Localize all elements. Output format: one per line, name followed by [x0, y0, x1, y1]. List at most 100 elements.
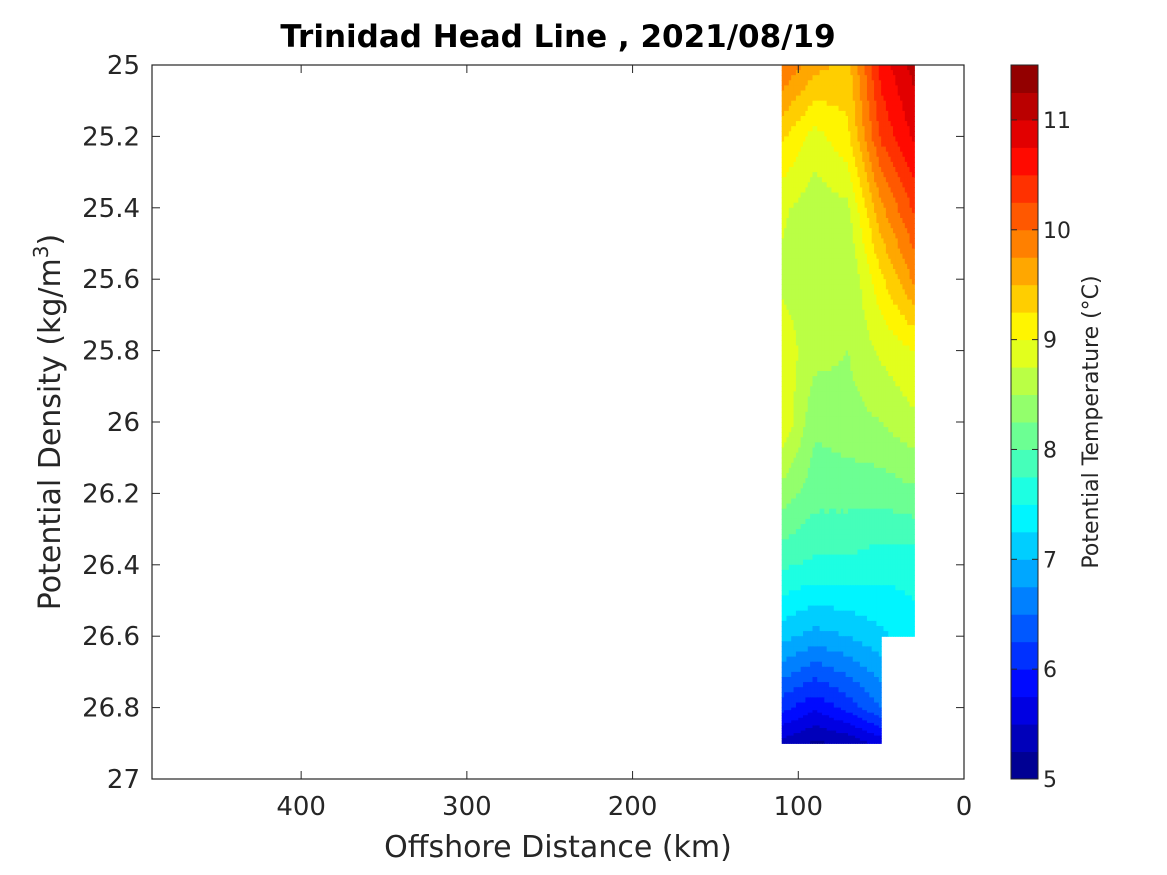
contour-cell	[786, 513, 790, 520]
contour-cell	[845, 110, 849, 117]
contour-cell	[784, 483, 788, 489]
contour-cell	[845, 473, 849, 479]
contour-cell	[800, 396, 804, 403]
contour-cell	[814, 498, 818, 505]
contour-cell	[864, 187, 868, 194]
contour-cell	[812, 371, 816, 377]
contour-cell	[845, 498, 849, 505]
contour-cell	[795, 406, 799, 413]
contour-cell	[795, 223, 799, 229]
contour-cell	[904, 467, 908, 474]
contour-cell	[812, 549, 816, 556]
contour-cell	[819, 473, 823, 479]
contour-cell	[793, 513, 797, 520]
contour-cell	[907, 284, 911, 290]
contour-cell	[803, 85, 806, 92]
contour-cell	[784, 518, 788, 525]
contour-cell	[784, 223, 788, 229]
contour-cell	[850, 483, 854, 489]
contour-cell	[821, 238, 825, 245]
contour-cell	[831, 304, 835, 311]
contour-cell	[838, 192, 842, 199]
contour-cell	[791, 452, 795, 459]
contour-cell	[911, 233, 915, 239]
contour-cell	[843, 212, 847, 219]
contour-cell	[843, 65, 847, 71]
contour-cell	[812, 141, 816, 148]
contour-cell	[855, 238, 859, 245]
contour-cell	[826, 105, 830, 112]
contour-cell	[817, 258, 821, 265]
contour-cell	[902, 182, 906, 188]
contour-cell	[866, 233, 870, 239]
contour-cell	[784, 330, 788, 336]
contour-cell	[786, 320, 790, 326]
contour-cell	[807, 80, 811, 86]
contour-cell	[897, 223, 901, 229]
contour-cell	[831, 432, 835, 438]
contour-cell	[836, 330, 840, 336]
contour-cell	[840, 371, 844, 377]
contour-cell	[819, 314, 823, 321]
contour-cell	[869, 269, 873, 275]
contour-cell	[793, 524, 797, 530]
contour-cell	[784, 406, 788, 413]
contour-cell	[907, 207, 911, 214]
contour-cell	[812, 294, 816, 301]
contour-cell	[864, 75, 868, 81]
contour-cell	[836, 167, 840, 173]
contour-cell	[857, 151, 861, 158]
contour-cell	[840, 325, 844, 331]
contour-cell	[907, 447, 911, 454]
contour-cell	[864, 172, 868, 178]
contour-cell	[781, 391, 785, 398]
contour-cell	[900, 233, 904, 239]
contour-cell	[871, 473, 875, 479]
contour-cell	[784, 187, 788, 194]
contour-cell	[866, 177, 870, 183]
contour-cell	[895, 299, 899, 306]
contour-cell	[885, 146, 889, 153]
contour-cell	[895, 182, 899, 188]
contour-cell	[888, 442, 892, 449]
contour-cell	[829, 294, 833, 301]
contour-cell	[902, 248, 906, 255]
contour-cell	[876, 126, 880, 132]
contour-cell	[855, 335, 859, 341]
contour-cell	[900, 167, 904, 173]
contour-cell	[793, 218, 797, 224]
contour-cell	[791, 447, 795, 454]
contour-cell	[786, 488, 790, 494]
contour-cell	[843, 263, 847, 270]
contour-cell	[859, 447, 863, 454]
contour-cell	[840, 386, 844, 392]
contour-cell	[810, 192, 814, 199]
contour-cell	[902, 345, 906, 352]
contour-cell	[902, 452, 906, 459]
contour-cell	[909, 411, 913, 418]
contour-cell	[911, 243, 915, 250]
contour-cell	[845, 233, 849, 239]
contour-cell	[888, 100, 892, 107]
contour-cell	[810, 258, 814, 265]
contour-cell	[862, 248, 866, 255]
contour-cell	[817, 202, 821, 209]
contour-cell	[881, 263, 885, 270]
contour-cell	[784, 462, 788, 469]
contour-cell	[911, 151, 915, 158]
contour-cell	[826, 192, 830, 199]
contour-cell	[907, 406, 911, 413]
contour-cell	[909, 85, 913, 92]
contour-cell	[888, 187, 892, 194]
contour-cell	[831, 473, 835, 479]
contour-cell	[911, 90, 915, 97]
contour-cell	[805, 177, 809, 183]
contour-cell	[881, 105, 885, 112]
contour-cell	[781, 554, 785, 561]
contour-cell	[843, 258, 847, 265]
contour-cell	[817, 110, 821, 117]
contour-cell	[869, 177, 873, 183]
contour-cell	[821, 80, 825, 86]
contour-cell	[857, 197, 861, 204]
contour-cell	[786, 95, 790, 102]
